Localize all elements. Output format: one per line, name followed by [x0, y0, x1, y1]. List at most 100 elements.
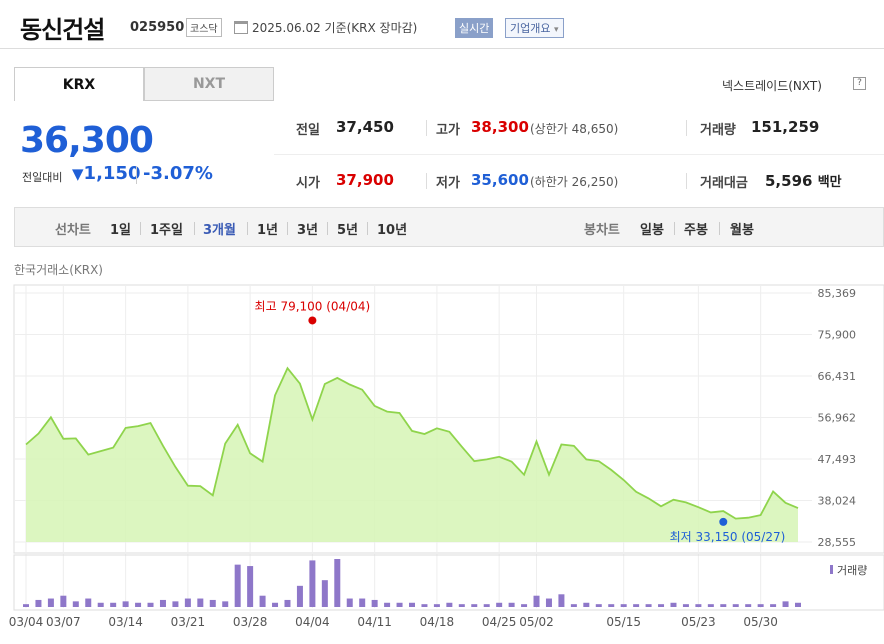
volume-bar	[35, 599, 42, 607]
volume-bar	[670, 602, 677, 607]
volume-bar	[583, 602, 590, 607]
price-change: ▼1,150	[72, 163, 140, 184]
volume-bar	[371, 599, 378, 607]
date-value: 2025.06.02	[252, 21, 321, 35]
period-3m[interactable]: 3개월	[203, 223, 236, 238]
volume-bar	[122, 601, 129, 607]
stock-name: 동신건설	[20, 16, 105, 44]
period-3y[interactable]: 3년	[297, 223, 319, 238]
candle-monthly[interactable]: 월봉	[730, 223, 754, 238]
x-tick-label: 05/15	[606, 615, 641, 629]
volume-bar	[433, 604, 440, 607]
candle-weekly[interactable]: 주봉	[684, 223, 708, 238]
volume-bar	[620, 604, 627, 607]
volume-bar	[446, 602, 453, 607]
y-tick-label: 28,555	[818, 536, 857, 549]
volume-bar	[695, 604, 702, 607]
current-price: 36,300	[20, 120, 154, 161]
volume-bar	[159, 599, 166, 607]
volume-value: 151,259	[751, 118, 820, 136]
volume-bar	[259, 595, 266, 607]
period-1w[interactable]: 1주일	[150, 223, 183, 238]
period-10y[interactable]: 10년	[377, 223, 408, 238]
volume-bar	[496, 602, 503, 607]
high-annotation: 최고 79,100 (04/04)	[255, 299, 371, 313]
x-tick-label: 03/28	[233, 615, 268, 629]
help-icon[interactable]: ?	[853, 77, 866, 90]
candle-sep	[674, 222, 675, 235]
volume-bar	[234, 564, 241, 607]
low-value: 35,600	[471, 171, 529, 189]
volume-bar	[533, 595, 540, 607]
volume-bar	[197, 598, 204, 607]
y-tick-label: 56,962	[818, 412, 857, 425]
low-annotation: 최저 33,150 (05/27)	[670, 530, 786, 544]
volume-bar	[682, 604, 689, 607]
tab-krx[interactable]: KRX	[14, 67, 144, 101]
company-overview-button[interactable]: 기업개요 ▾	[505, 18, 564, 38]
volume-bar	[47, 598, 54, 607]
x-tick-label: 05/30	[743, 615, 778, 629]
volume-bar	[757, 604, 764, 607]
volume-frame	[13, 554, 884, 611]
volume-bar	[720, 604, 727, 607]
volume-bar	[421, 604, 428, 607]
volume-bar	[72, 601, 79, 607]
period-1y[interactable]: 1년	[257, 223, 279, 238]
tab-nxt[interactable]: NXT	[144, 67, 274, 101]
quote-date: 2025.06.02 기준(KRX 장마감)	[252, 19, 417, 36]
y-tick-label: 75,900	[818, 329, 857, 342]
period-sep	[194, 222, 195, 235]
candle-daily[interactable]: 일봉	[640, 223, 664, 238]
volume-bar	[458, 604, 465, 607]
prev-close-label: 전일	[296, 123, 320, 138]
realtime-button[interactable]: 실시간	[455, 18, 494, 38]
volume-bar	[521, 604, 528, 607]
period-5y[interactable]: 5년	[337, 223, 359, 238]
stock-code: 025950	[130, 20, 185, 35]
volume-bar	[184, 598, 191, 607]
volume-bar	[558, 594, 565, 607]
volume-bar	[508, 602, 515, 607]
amount-value: 5,596 백만	[765, 171, 842, 190]
period-sep	[287, 222, 288, 235]
stat-divider	[426, 173, 427, 189]
volume-bar	[23, 604, 29, 607]
x-tick-label: 04/11	[357, 615, 392, 629]
volume-bar	[359, 598, 366, 607]
lower-limit: (하한가 26,250)	[530, 173, 618, 190]
amount-unit: 백만	[817, 175, 842, 190]
volume-bar	[658, 604, 665, 607]
volume-bar	[60, 595, 67, 607]
volume-bar	[795, 602, 801, 607]
x-tick-label: 04/25	[482, 615, 517, 629]
nextrade-link[interactable]: 넥스트레이드(NXT)	[722, 79, 822, 93]
volume-bar	[209, 599, 216, 607]
period-1d[interactable]: 1일	[110, 223, 132, 238]
y-tick-label: 66,431	[818, 370, 857, 383]
prev-day-label: 전일대비	[22, 171, 63, 184]
volume-bar	[732, 604, 739, 607]
x-tick-label: 04/04	[295, 615, 330, 629]
x-tick-label: 05/02	[519, 615, 554, 629]
volume-bar	[707, 604, 714, 607]
change-separator	[136, 166, 137, 184]
x-tick-label: 03/21	[171, 615, 206, 629]
amount-number: 5,596	[765, 172, 813, 190]
company-btn-label: 기업개요	[510, 22, 551, 35]
price-area	[26, 368, 798, 542]
stat-divider	[426, 120, 427, 136]
change-percent: -3.07%	[143, 163, 213, 184]
upper-limit: (상한가 48,650)	[530, 120, 618, 137]
volume-bar	[409, 602, 415, 607]
volume-bar	[645, 604, 652, 607]
y-tick-label: 85,369	[818, 287, 857, 300]
x-tick-label: 04/18	[420, 615, 455, 629]
header-divider	[0, 48, 884, 49]
volume-legend-label: 거래량	[837, 564, 867, 577]
chevron-down-icon: ▾	[553, 25, 559, 35]
stat-divider	[686, 120, 687, 136]
volume-bar	[483, 604, 490, 607]
period-sep	[367, 222, 368, 235]
